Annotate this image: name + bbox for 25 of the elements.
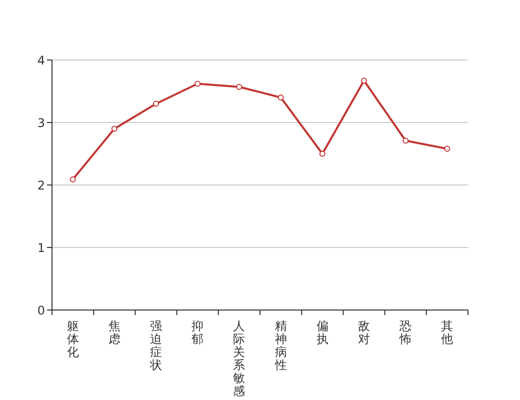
y-tick-label: 3 xyxy=(37,116,45,130)
point xyxy=(236,84,242,90)
x-tick-label: 恐怖 xyxy=(398,319,412,346)
x-tick-label: 其他 xyxy=(441,319,454,346)
point xyxy=(319,150,326,157)
point xyxy=(402,138,409,144)
x-tick-label: 焦虑 xyxy=(108,319,120,346)
x-tick-label: 抑郁 xyxy=(192,319,204,346)
x-tick-label: 敌对 xyxy=(358,319,370,346)
point xyxy=(194,80,201,87)
x-tick-label: 偏执 xyxy=(316,319,328,346)
point xyxy=(361,78,367,84)
point xyxy=(278,94,284,100)
y-tick-label: 0 xyxy=(37,303,45,318)
point xyxy=(111,126,118,132)
x-tick-label: 躯体化 xyxy=(66,319,79,359)
y-tick-label: 4 xyxy=(37,53,45,68)
y-tick-label: 1 xyxy=(37,240,45,255)
x-tick-label: 人际关系敏感 xyxy=(233,319,246,398)
x-tick-label: 精神病性 xyxy=(274,319,287,372)
y-tick-label: 2 xyxy=(37,178,45,192)
point xyxy=(70,176,76,182)
x-tick-label: 强迫症状 xyxy=(149,319,162,372)
point xyxy=(153,100,159,107)
point xyxy=(444,146,450,152)
